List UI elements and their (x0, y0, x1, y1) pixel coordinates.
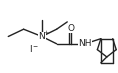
Text: −: − (33, 44, 38, 48)
Text: N: N (38, 32, 45, 41)
Text: I: I (29, 45, 32, 54)
Text: O: O (67, 24, 74, 33)
Text: NH: NH (78, 39, 92, 48)
Text: +: + (44, 30, 49, 35)
